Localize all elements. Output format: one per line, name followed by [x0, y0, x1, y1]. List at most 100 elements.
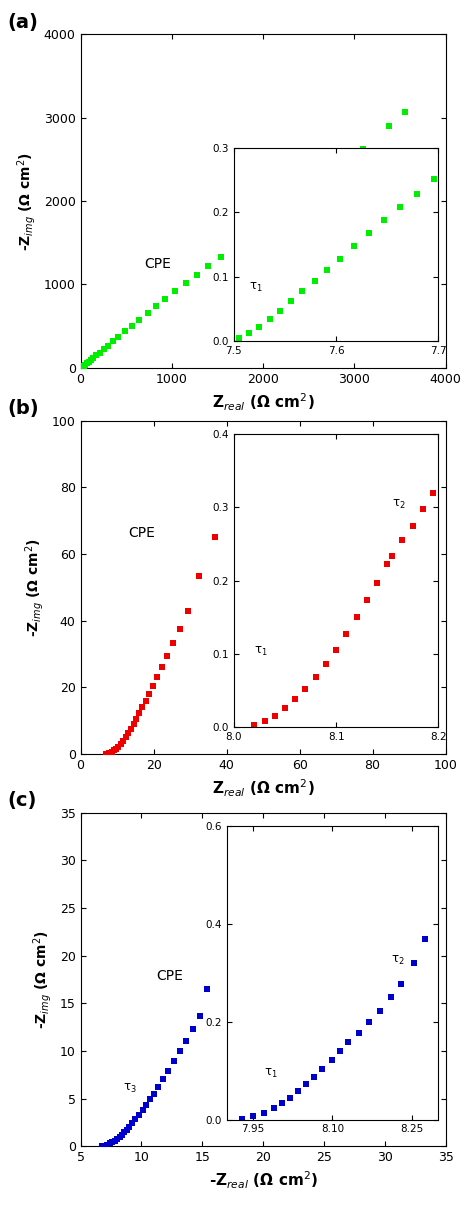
- Text: (c): (c): [8, 791, 37, 810]
- Point: [385, 116, 393, 136]
- Point: [149, 676, 156, 695]
- Text: CPE: CPE: [156, 969, 183, 982]
- Point: [142, 690, 149, 710]
- Point: [330, 1027, 337, 1047]
- Point: [122, 727, 129, 747]
- Point: [172, 282, 179, 302]
- Point: [189, 1019, 196, 1038]
- Point: [217, 246, 225, 266]
- Point: [211, 527, 219, 547]
- Point: [83, 353, 91, 373]
- Point: [427, 595, 435, 614]
- Point: [360, 139, 367, 158]
- Point: [314, 1043, 321, 1063]
- Point: [184, 601, 192, 620]
- Point: [100, 340, 108, 359]
- Point: [126, 1117, 133, 1137]
- Point: [118, 1124, 126, 1144]
- Point: [153, 297, 160, 316]
- Y-axis label: -Z$_{img}$ (Ω cm$^2$): -Z$_{img}$ (Ω cm$^2$): [31, 931, 55, 1029]
- Point: [92, 346, 100, 365]
- Point: [128, 316, 136, 336]
- Point: [77, 358, 85, 378]
- Point: [85, 352, 92, 371]
- Y-axis label: -Z$_{img}$ (Ω cm$^2$): -Z$_{img}$ (Ω cm$^2$): [15, 152, 38, 250]
- Point: [119, 731, 127, 750]
- Point: [116, 1127, 123, 1146]
- Point: [155, 1076, 162, 1096]
- Point: [121, 321, 128, 341]
- Point: [101, 1135, 109, 1155]
- Y-axis label: -Z$_{img}$ (Ω cm$^2$): -Z$_{img}$ (Ω cm$^2$): [23, 538, 46, 636]
- Point: [393, 1010, 401, 1030]
- Point: [109, 331, 117, 351]
- Text: (a): (a): [8, 12, 38, 32]
- Point: [82, 354, 89, 374]
- Point: [193, 265, 201, 284]
- Point: [171, 1052, 178, 1072]
- Point: [133, 709, 140, 728]
- Point: [103, 744, 111, 764]
- Text: (b): (b): [8, 398, 39, 418]
- Point: [111, 1130, 118, 1150]
- Point: [130, 714, 137, 733]
- Point: [128, 1113, 136, 1133]
- Point: [117, 734, 125, 754]
- Point: [79, 357, 87, 376]
- Point: [78, 358, 85, 378]
- Point: [99, 1137, 106, 1156]
- Point: [429, 954, 437, 973]
- Point: [160, 1069, 167, 1089]
- Point: [114, 737, 122, 756]
- X-axis label: -Z$_{real}$ (Ω cm$^2$): -Z$_{real}$ (Ω cm$^2$): [209, 1170, 318, 1192]
- Point: [154, 667, 161, 687]
- Point: [104, 336, 112, 356]
- Point: [131, 1110, 139, 1129]
- Point: [138, 698, 146, 717]
- Point: [120, 1122, 128, 1141]
- Point: [135, 1105, 143, 1124]
- Point: [305, 185, 312, 205]
- Point: [106, 743, 114, 763]
- Point: [125, 723, 132, 743]
- Point: [115, 327, 122, 347]
- Point: [236, 466, 243, 485]
- Text: CPE: CPE: [145, 256, 171, 271]
- Point: [182, 1031, 190, 1051]
- Point: [163, 646, 171, 666]
- Point: [169, 633, 177, 652]
- Point: [80, 356, 88, 375]
- Point: [108, 742, 116, 761]
- Point: [164, 1062, 172, 1081]
- Point: [136, 310, 143, 330]
- Point: [105, 744, 112, 764]
- Point: [127, 718, 135, 738]
- Point: [110, 741, 118, 760]
- Point: [278, 206, 285, 226]
- Point: [401, 102, 409, 121]
- Point: [176, 619, 183, 639]
- Point: [250, 226, 258, 245]
- Point: [112, 739, 120, 759]
- Point: [205, 256, 212, 276]
- Point: [290, 1068, 297, 1087]
- Point: [143, 1095, 150, 1114]
- Point: [106, 1134, 114, 1154]
- Point: [96, 343, 103, 363]
- Point: [145, 684, 153, 704]
- Point: [302, 1057, 310, 1076]
- Point: [136, 704, 143, 723]
- Point: [229, 942, 237, 961]
- Point: [102, 744, 110, 764]
- Point: [182, 273, 190, 293]
- Point: [203, 980, 211, 999]
- Point: [77, 358, 84, 378]
- Point: [77, 358, 85, 378]
- Point: [113, 1129, 121, 1149]
- Point: [90, 348, 97, 368]
- Point: [196, 1007, 204, 1026]
- Point: [109, 1133, 116, 1152]
- Text: CPE: CPE: [128, 526, 155, 541]
- Point: [103, 1135, 111, 1155]
- Point: [411, 982, 419, 1002]
